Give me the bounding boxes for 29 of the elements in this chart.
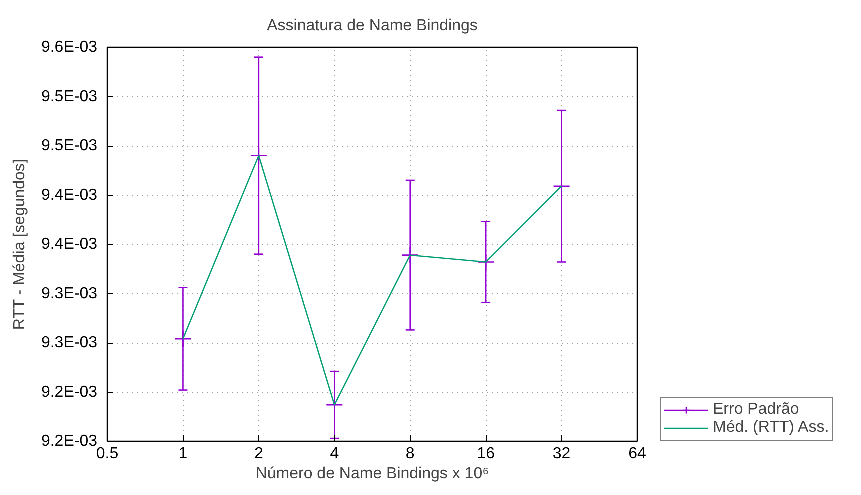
y-tick-label: 9.3E-03 <box>41 285 98 302</box>
y-tick-label: 9.4E-03 <box>41 186 98 204</box>
y-tick-label: 9.2E-03 <box>41 433 98 450</box>
y-tick-label: 9.3E-03 <box>41 334 98 352</box>
line-series <box>182 155 562 406</box>
y-axis-title: RTT - Média [segundos] <box>11 159 28 330</box>
x-tick-label: 16 <box>477 446 496 462</box>
x-axis-title: Número de Name Bindings x 10⁶ <box>256 466 490 482</box>
y-tick-label: 9.5E-03 <box>41 88 98 106</box>
y-tick-label: 9.5E-03 <box>41 138 98 154</box>
legend-label: Erro Padrão <box>713 401 800 419</box>
x-tick-label: 32 <box>552 446 571 462</box>
y-tick-label: 9.4E-03 <box>41 236 98 253</box>
y-tick-label: 9.6E-03 <box>41 39 98 56</box>
x-tick-label: 4 <box>330 446 340 462</box>
x-tick-label: 1 <box>178 446 188 462</box>
point <box>402 246 420 264</box>
y-tick-label: 9.2E-03 <box>41 384 98 401</box>
x-tick-label: 64 <box>628 446 646 462</box>
x-tick-label: 8 <box>406 446 415 462</box>
point <box>174 330 192 348</box>
point <box>250 147 268 164</box>
point <box>477 254 495 271</box>
legend-label: Méd. (RTT) Ass. <box>713 419 830 437</box>
chart-title: Assinatura de Name Bindings <box>267 18 478 34</box>
point <box>553 178 570 196</box>
point <box>326 396 344 414</box>
x-tick-label: 2 <box>254 446 264 462</box>
x-tick-label: 0.5 <box>96 446 119 462</box>
